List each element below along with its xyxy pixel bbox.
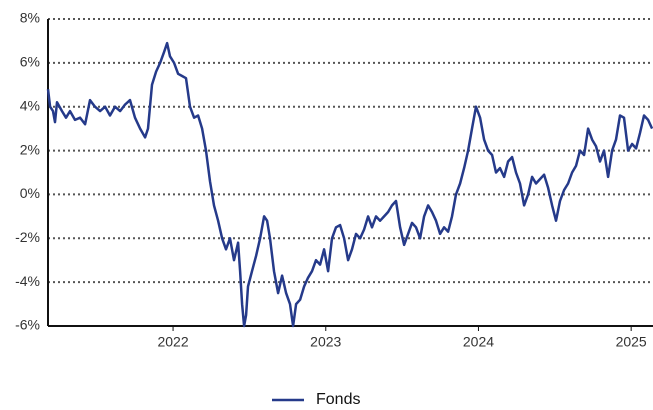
x-tick-label: 2024 — [463, 334, 494, 350]
series-line — [46, 41, 653, 328]
y-tick-label: -2% — [15, 229, 40, 245]
x-tick-label: 2022 — [157, 334, 188, 350]
y-tick-label: 0% — [20, 185, 40, 201]
y-tick-label: -4% — [15, 273, 40, 289]
y-tick-label: 2% — [20, 141, 40, 157]
y-tick-label: 4% — [20, 97, 40, 113]
x-tick-label: 2023 — [310, 334, 341, 350]
y-tick-label: 8% — [20, 10, 40, 26]
x-tick-label: 2025 — [616, 334, 647, 350]
y-tick-label: -6% — [15, 317, 40, 333]
y-tick-label: 6% — [20, 54, 40, 70]
legend-label: Fonds — [316, 391, 360, 408]
